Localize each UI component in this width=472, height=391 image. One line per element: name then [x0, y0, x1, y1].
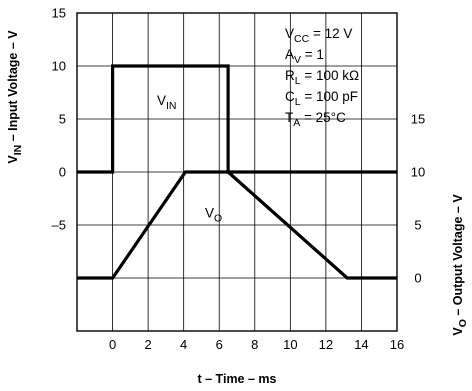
x-tick-label: 0 — [109, 337, 116, 352]
x-tick-label: 2 — [144, 337, 151, 352]
x-tick-label: 12 — [319, 337, 333, 352]
y-axis-label-right: VO – Output Voltage – V — [451, 194, 469, 336]
condition-line: TA = 25°C — [285, 110, 346, 129]
traces — [77, 64, 397, 280]
left-tick-label: 10 — [52, 59, 66, 74]
right-tick-label: 10 — [411, 165, 425, 180]
x-tick-label: 4 — [180, 337, 187, 352]
trace-label-in: VIN — [157, 93, 177, 112]
series-line-vo — [77, 170, 397, 280]
condition-line: AV = 1 — [285, 47, 324, 66]
x-tick-label: 6 — [216, 337, 223, 352]
x-tick-label: 10 — [283, 337, 297, 352]
left-tick-label: –5 — [52, 218, 66, 233]
condition-line: RL = 100 kΩ — [285, 68, 359, 87]
trace-label-o: VO — [205, 206, 222, 225]
annotations: t – Time – ms VIN – Input Voltage – V VO –… — [6, 26, 469, 386]
left-tick-label: 15 — [52, 6, 66, 21]
y-axis-label-left: VIN – Input Voltage – V — [6, 30, 24, 164]
x-tick-label: 14 — [354, 337, 368, 352]
right-tick-label: 0 — [414, 271, 421, 286]
condition-line: VCC = 12 V — [285, 26, 352, 45]
right-tick-label: 15 — [411, 112, 425, 127]
series-line-vin — [77, 64, 397, 174]
condition-line: CL = 100 pF — [285, 89, 358, 108]
left-tick-label: 5 — [59, 112, 66, 127]
tick-labels: 0 2 4 6 8 10 12 14 16 15 10 5 0 –5 15 10 5 0 — [52, 6, 426, 353]
x-tick-label: 8 — [251, 337, 258, 352]
left-tick-label: 0 — [59, 165, 66, 180]
x-axis-label: t – Time – ms — [198, 372, 277, 386]
right-tick-label: 5 — [414, 218, 421, 233]
x-tick-label: 16 — [390, 337, 404, 352]
